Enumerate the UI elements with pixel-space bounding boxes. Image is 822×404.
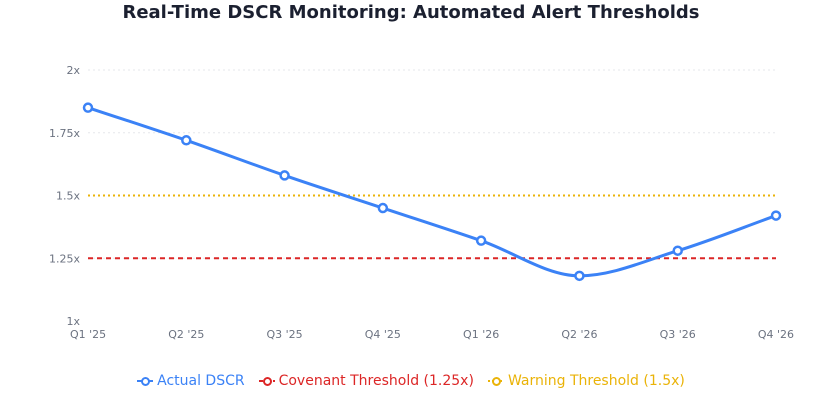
legend-swatch-icon <box>487 376 504 386</box>
legend-swatch-icon <box>258 376 275 386</box>
y-axis: 1x 1.25x 1.5x 1.75x 2x <box>49 64 80 328</box>
x-tick-label: Q1 '25 <box>70 328 106 341</box>
actual-dscr-point[interactable] <box>770 210 782 221</box>
y-tick-label: 2x <box>66 64 80 77</box>
x-tick-label: Q2 '25 <box>168 328 204 341</box>
legend-item-covenant-threshold-1-25x[interactable]: Covenant Threshold (1.25x) <box>258 373 474 389</box>
x-tick-label: Q3 '26 <box>660 328 696 341</box>
actual-dscr-point[interactable] <box>672 245 683 256</box>
actual-dscr-point[interactable] <box>279 170 290 181</box>
actual-dscr-line <box>86 106 778 278</box>
actual-dscr-point[interactable] <box>377 202 389 214</box>
x-tick-label: Q3 '25 <box>266 328 302 341</box>
y-tick-label: 1x <box>66 315 80 328</box>
legend-item-actual-dscr[interactable]: Actual DSCR <box>137 373 245 389</box>
actual-dscr-point[interactable] <box>475 235 487 246</box>
grid-lines <box>88 69 776 259</box>
y-tick-label: 1.25x <box>49 252 80 265</box>
legend-label: Covenant Threshold (1.25x) <box>278 373 474 389</box>
x-tick-label: Q2 '26 <box>561 328 597 341</box>
legend: Actual DSCR Covenant Threshold (1.25x) War… <box>0 373 822 389</box>
x-tick-label: Q4 '26 <box>758 328 794 341</box>
actual-dscr-point[interactable] <box>82 102 94 113</box>
legend-label: Warning Threshold (1.5x) <box>507 373 685 389</box>
series-layer <box>82 102 782 282</box>
x-tick-label: Q4 '25 <box>365 328 401 341</box>
x-axis: Q1 '25 Q2 '25 Q3 '25 Q4 '25 Q1 '26 Q2 '26 Q3 '… <box>70 328 794 341</box>
legend-label: Actual DSCR <box>157 373 245 389</box>
legend-swatch-icon <box>137 376 154 386</box>
y-tick-label: 1.5x <box>56 190 80 203</box>
chart-title: Real-Time DSCR Monitoring: Automated Ale… <box>122 2 700 23</box>
actual-dscr-point[interactable] <box>181 135 192 146</box>
x-tick-label: Q1 '26 <box>463 328 499 341</box>
legend-item-warning-threshold-1-5x[interactable]: Warning Threshold (1.5x) <box>487 373 685 389</box>
y-tick-label: 1.75x <box>49 127 80 140</box>
actual-dscr-point[interactable] <box>574 270 585 282</box>
